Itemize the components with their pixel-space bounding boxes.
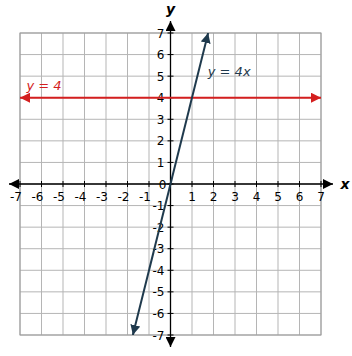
x-tick <box>213 181 214 187</box>
x-tick-label: 2 <box>210 190 218 204</box>
x-tick-label: -6 <box>32 190 44 204</box>
x-tick-label: -2 <box>118 190 130 204</box>
x-tick-label: 5 <box>274 190 282 204</box>
grid-line-y <box>20 248 321 249</box>
x-axis-label: x <box>339 176 350 192</box>
x-tick <box>192 181 193 187</box>
grid-line-x <box>106 33 107 335</box>
series-label: y = 4x <box>207 64 251 79</box>
x-tick <box>127 181 128 187</box>
x-tick <box>299 181 300 187</box>
x-tick <box>84 181 85 187</box>
x-tick <box>20 181 21 187</box>
x-tick <box>106 181 107 187</box>
grid-line-x <box>149 33 150 335</box>
x-tick-label: -4 <box>75 190 87 204</box>
y-axis-label: y <box>166 1 176 17</box>
grid-line-y <box>20 162 321 163</box>
grid-line-y <box>20 119 321 120</box>
x-tick-label: 6 <box>296 190 304 204</box>
grid-line-y <box>20 54 321 55</box>
x-tick-label: -3 <box>96 190 108 204</box>
series-label: y = 4 <box>25 78 61 93</box>
x-tick-label: -1 <box>139 190 151 204</box>
x-tick <box>321 181 322 187</box>
y-tick <box>168 270 174 271</box>
x-tick-label: -5 <box>53 190 65 204</box>
y-tick <box>168 54 174 55</box>
chart: -7-6-5-4-3-2-101234567-7-6-5-4-3-2-11234… <box>0 0 352 356</box>
x-tick <box>256 181 257 187</box>
y-tick <box>168 248 174 249</box>
grid-line-y <box>20 270 321 271</box>
x-tick-label: 1 <box>188 190 196 204</box>
y-tick <box>168 205 174 206</box>
x-tick-label: 0 <box>159 178 167 192</box>
y-tick <box>168 140 174 141</box>
grid-line-y <box>20 227 321 228</box>
y-tick <box>168 227 174 228</box>
x-tick-label: 7 <box>317 190 325 204</box>
y-tick-label: 3 <box>157 113 165 127</box>
y-tick <box>168 33 174 34</box>
x-tick <box>63 181 64 187</box>
y-tick <box>168 313 174 314</box>
series-line <box>133 33 208 335</box>
grid-line-x <box>127 33 128 335</box>
grid-line-y <box>20 291 321 292</box>
grid-line-y <box>20 205 321 206</box>
y-tick-label: -6 <box>153 307 165 321</box>
y-tick-label: 1 <box>157 156 165 170</box>
x-tick <box>235 181 236 187</box>
x-tick <box>278 181 279 187</box>
grid-line-x <box>84 33 85 335</box>
x-tick-label: -7 <box>10 190 22 204</box>
y-tick-label: 5 <box>157 70 165 84</box>
series-group <box>20 33 321 335</box>
y-tick-label: -7 <box>153 329 165 343</box>
y-tick-label: -1 <box>153 199 165 213</box>
y-tick <box>168 162 174 163</box>
grid-line-x <box>299 33 300 335</box>
y-tick-label: 7 <box>157 27 165 41</box>
y-tick <box>168 291 174 292</box>
y-tick-label: -5 <box>153 285 165 299</box>
grid-line-x <box>192 33 193 335</box>
x-tick-label: 4 <box>253 190 261 204</box>
grid-line-x <box>256 33 257 335</box>
page: {"chart_data": {"type": "line", "x_label… <box>0 0 352 356</box>
y-tick-label: 2 <box>157 134 165 148</box>
grid-line-y <box>20 76 321 77</box>
y-tick-label: -4 <box>153 264 165 278</box>
y-tick-label: 6 <box>157 48 165 62</box>
y-tick <box>168 76 174 77</box>
y-tick <box>168 119 174 120</box>
x-tick <box>149 181 150 187</box>
series-line <box>20 97 321 99</box>
grid-line-y <box>20 140 321 141</box>
grid-line-y <box>20 97 321 98</box>
y-tick <box>168 335 174 336</box>
grid-line-x <box>63 33 64 335</box>
grid-line-x <box>278 33 279 335</box>
x-tick <box>41 181 42 187</box>
x-tick-label: 3 <box>231 190 239 204</box>
grid-line-y <box>20 313 321 314</box>
